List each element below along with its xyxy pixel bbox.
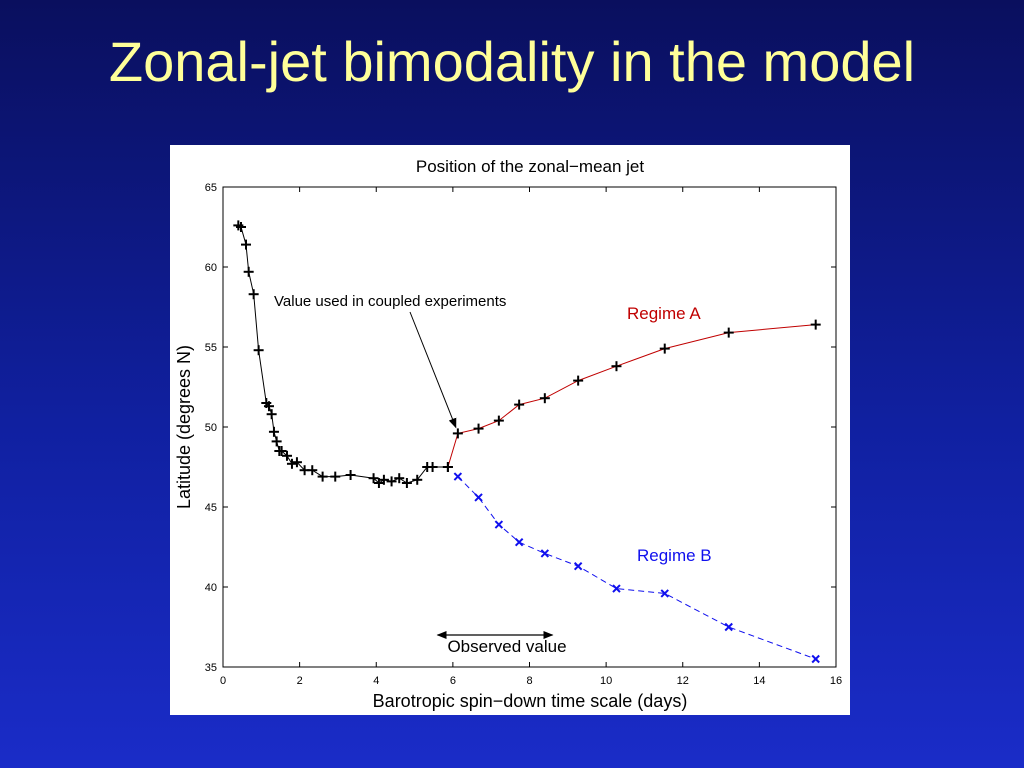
data-point [253, 345, 264, 356]
x-tick-label: 8 [526, 675, 532, 687]
data-point [276, 446, 287, 456]
series-line-2 [457, 476, 816, 660]
y-tick-label: 55 [205, 342, 217, 354]
y-tick-label: 45 [205, 502, 217, 514]
regime-b-label: Regime B [637, 546, 712, 565]
data-point [611, 361, 622, 372]
y-tick-label: 50 [205, 422, 217, 434]
data-point [724, 622, 733, 632]
observed-value-label: Observed value [447, 637, 566, 656]
data-point [452, 428, 463, 439]
series-layer [233, 220, 821, 664]
arrow-annotation-label: Value used in coupled experiments [274, 293, 506, 310]
data-point [514, 399, 525, 410]
data-point [291, 457, 302, 468]
data-point [317, 471, 328, 482]
data-point [474, 493, 483, 502]
data-point [266, 409, 277, 420]
marker-d2 [612, 584, 621, 593]
x-tick-label: 6 [450, 675, 456, 687]
data-point [493, 415, 504, 426]
marker-d2 [494, 520, 504, 529]
x-tick-label: 4 [373, 675, 379, 687]
chart-title: Position of the zonal−mean jet [416, 157, 645, 176]
jet-position-chart: Position of the zonal−mean jet Barotropi… [174, 157, 842, 711]
series-line-1 [447, 324, 816, 468]
data-point [723, 327, 734, 338]
x-tick-label: 12 [677, 675, 689, 687]
y-tick-label: 40 [205, 582, 217, 594]
data-point [286, 458, 297, 469]
data-point [514, 537, 524, 547]
data-point [263, 401, 274, 412]
data-point [412, 474, 423, 485]
data-point [307, 465, 318, 476]
data-point [240, 239, 251, 250]
y-tick-label: 60 [205, 262, 217, 274]
data-point [345, 470, 356, 480]
data-point [368, 473, 379, 484]
data-point [453, 472, 463, 481]
data-point [612, 584, 621, 593]
data-point [394, 473, 405, 484]
marker-d2 [724, 622, 733, 632]
y-ticks: 35 40 45 50 55 60 65 [205, 182, 836, 674]
x-ticks: 0 2 4 6 8 10 12 14 16 [220, 187, 842, 687]
data-point [540, 549, 550, 558]
data-point [271, 436, 282, 447]
data-point [236, 222, 247, 232]
x-tick-label: 2 [297, 675, 303, 687]
series-line-0 [238, 224, 448, 484]
data-point [243, 266, 254, 277]
marker-d2 [540, 549, 550, 558]
data-point [268, 426, 279, 437]
data-point [386, 476, 397, 487]
marker-d2 [573, 561, 583, 571]
y-axis-label: Latitude (degrees N) [174, 345, 194, 509]
regime-a-label: Regime A [627, 304, 701, 323]
data-point [401, 478, 412, 488]
data-point [378, 474, 389, 485]
x-tick-label: 16 [830, 675, 842, 687]
x-tick-label: 10 [600, 675, 612, 687]
x-tick-label: 0 [220, 675, 226, 687]
marker-d2 [514, 537, 524, 547]
y-tick-label: 65 [205, 182, 217, 194]
data-point [659, 343, 670, 354]
data-point [494, 520, 504, 529]
marker-d2 [474, 493, 483, 502]
data-point [442, 462, 453, 472]
plot-panel: Position of the zonal−mean jet Barotropi… [170, 145, 850, 715]
data-point [810, 319, 821, 330]
data-point [330, 471, 341, 482]
data-point [539, 393, 550, 404]
slide-title: Zonal-jet bimodality in the model [108, 30, 916, 93]
annotation-arrow [409, 311, 457, 429]
data-point [281, 450, 292, 461]
marker-d2 [811, 654, 820, 664]
y-tick-label: 35 [205, 662, 217, 674]
data-point [573, 375, 584, 386]
data-point [473, 423, 484, 434]
data-point [811, 654, 820, 664]
plot-axes-box [222, 186, 837, 668]
marker-d2 [660, 589, 669, 598]
x-tick-label: 14 [753, 675, 765, 687]
data-point [660, 589, 669, 598]
data-point [573, 561, 583, 571]
marker-d2 [453, 472, 463, 481]
data-point [427, 462, 438, 472]
x-axis-label: Barotropic spin−down time scale (days) [373, 691, 688, 711]
data-point [248, 289, 259, 300]
